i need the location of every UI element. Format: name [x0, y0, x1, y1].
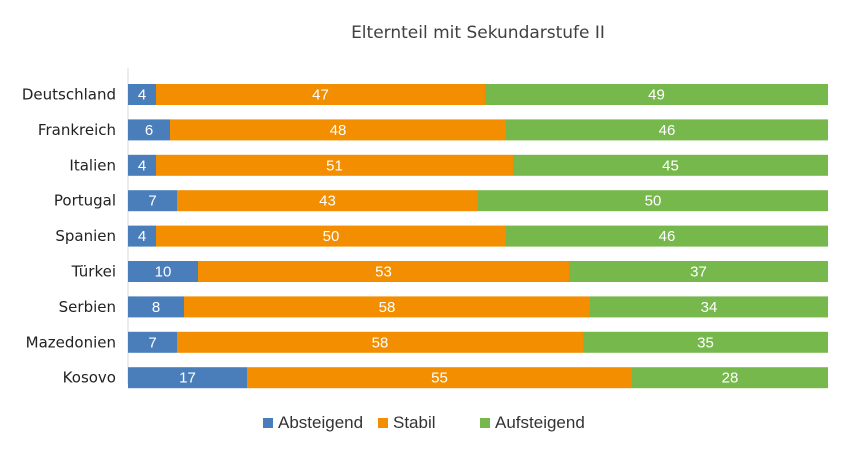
- data-label: 55: [431, 370, 448, 387]
- data-label: 53: [375, 264, 392, 281]
- bar-segment: [478, 190, 828, 212]
- data-label: 58: [372, 334, 389, 351]
- bar-segment: [177, 331, 583, 353]
- bar-segment: [506, 225, 828, 247]
- bar-segment: [128, 367, 247, 389]
- bar-segment: [247, 367, 632, 389]
- legend-swatch: [263, 418, 273, 428]
- data-label: 47: [312, 87, 329, 104]
- data-label: 7: [148, 334, 156, 351]
- data-label: 6: [145, 122, 153, 139]
- data-label: 45: [662, 157, 679, 174]
- bar-segment: [170, 119, 506, 141]
- category-label: Kosovo: [63, 369, 116, 387]
- bars-layer: 4 47 49 6 48 46 4 51 45 7 43 50 4 50 46 10 53 37 8 58 34 7 58 3…: [128, 84, 828, 389]
- data-label: 4: [138, 157, 146, 174]
- bar-segment: [184, 296, 590, 318]
- data-label: 46: [659, 228, 676, 245]
- data-label: 4: [138, 228, 146, 245]
- data-label: 28: [722, 370, 739, 387]
- data-label: 50: [645, 193, 662, 210]
- legend-label: Stabil: [393, 413, 436, 432]
- chart-title: Elternteil mit Sekundarstufe II: [351, 23, 605, 43]
- category-label: Italien: [69, 156, 116, 174]
- legend-swatch: [378, 418, 388, 428]
- legend-label: Aufsteigend: [495, 413, 585, 432]
- category-label: Spanien: [55, 227, 116, 245]
- data-label: 37: [690, 264, 707, 281]
- bar-segment: [485, 84, 828, 105]
- data-label: 17: [179, 370, 196, 387]
- bar-segment: [128, 225, 156, 247]
- category-label: Mazedonien: [26, 333, 116, 351]
- data-label: 4: [138, 87, 146, 104]
- data-label: 7: [148, 193, 156, 210]
- data-label: 46: [659, 122, 676, 139]
- data-label: 48: [330, 122, 347, 139]
- data-label: 51: [326, 157, 343, 174]
- bar-segment: [128, 331, 177, 353]
- bar-segment: [632, 367, 828, 389]
- data-label: 43: [319, 193, 336, 210]
- bar-segment: [128, 190, 177, 212]
- bar-segment: [590, 296, 828, 318]
- bar-segment: [513, 154, 828, 176]
- data-label: 35: [697, 334, 714, 351]
- bar-segment: [177, 190, 478, 212]
- data-label: 49: [648, 87, 665, 104]
- bar-segment: [156, 154, 513, 176]
- bar-segment: [128, 296, 184, 318]
- bar-segment: [156, 84, 485, 105]
- legend-swatch: [480, 418, 490, 428]
- bar-segment: [156, 225, 506, 247]
- legend: Absteigend Stabil Aufsteigend: [263, 413, 585, 432]
- bar-segment: [128, 84, 156, 105]
- bar-segment: [128, 154, 156, 176]
- category-label: Frankreich: [38, 121, 116, 139]
- data-label: 34: [701, 299, 718, 316]
- legend-label: Absteigend: [278, 413, 363, 432]
- category-label: Türkei: [71, 263, 116, 281]
- data-label: 10: [155, 264, 172, 281]
- data-label: 8: [152, 299, 160, 316]
- category-label: Serbien: [59, 298, 116, 316]
- category-label: Portugal: [54, 192, 116, 210]
- bar-segment: [198, 261, 569, 282]
- category-label: Deutschland: [22, 86, 116, 104]
- bar-segment: [583, 331, 828, 353]
- bar-segment: [128, 261, 198, 282]
- bar-segment: [506, 119, 828, 141]
- bar-segment: [569, 261, 828, 282]
- category-labels: Deutschland Frankreich Italien Portugal Span…: [22, 86, 116, 387]
- data-label: 58: [379, 299, 396, 316]
- bar-segment: [128, 119, 170, 141]
- data-label: 50: [323, 228, 340, 245]
